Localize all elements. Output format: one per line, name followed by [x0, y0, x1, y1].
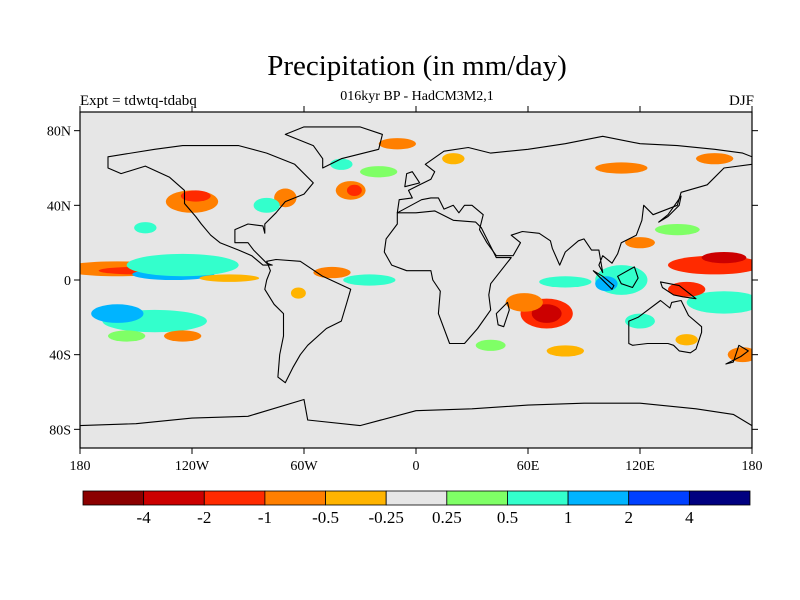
experiment-label: Expt = tdwtq-tdabq [80, 93, 197, 109]
precip-anomaly-25 [505, 293, 543, 312]
coastline-3 [383, 210, 512, 345]
lon-tick-label-5: 120E [625, 459, 655, 474]
precip-anomaly-9 [253, 197, 280, 213]
lon-tick-label-1: 120W [175, 459, 210, 474]
colorbar-swatch-8 [567, 490, 630, 506]
map-title: Precipitation (in mm/day) [267, 50, 567, 82]
coastline-8 [617, 266, 639, 289]
colorbar-swatch-6 [446, 490, 508, 506]
colorbar-swatch-1 [143, 490, 205, 506]
lon-tick-label-0: 180 [70, 459, 91, 474]
precip-anomaly-16 [313, 266, 351, 279]
coastline-12 [404, 171, 421, 188]
coastline-7 [592, 270, 615, 290]
precip-anomaly-18 [290, 287, 306, 299]
precip-anomaly-3 [126, 253, 239, 277]
precip-anomaly-30 [701, 252, 747, 264]
coastline-2 [284, 126, 383, 169]
precip-anomaly-4 [199, 274, 260, 282]
lat-tick-label-2: 0 [64, 274, 71, 289]
colorbar-label-2: -1 [258, 508, 272, 527]
colorbar-swatch-2 [203, 490, 266, 506]
colorbar-swatch-0 [82, 490, 145, 506]
precip-anomaly-21 [164, 330, 202, 342]
colorbar-label-6: 0.5 [497, 508, 518, 527]
precip-anomaly-22 [108, 330, 146, 342]
precip-anomaly-13 [378, 138, 417, 150]
precip-anomaly-11 [346, 184, 362, 196]
lon-tick-label-6: 180 [742, 459, 763, 474]
precip-anomaly-26 [539, 276, 592, 288]
colorbar-label-8: 2 [624, 508, 633, 527]
precip-anomaly-33 [625, 313, 655, 329]
precip-anomaly-24 [531, 304, 562, 323]
lon-tick-label-4: 60E [517, 459, 540, 474]
precip-anomaly-31 [686, 291, 752, 314]
coastline-1 [264, 258, 352, 384]
colorbar-swatch-10 [688, 490, 751, 506]
precip-anomaly-12 [330, 158, 353, 170]
precip-anomaly-39 [546, 345, 584, 357]
colorbar-label-7: 1 [564, 508, 573, 527]
precip-anomaly-40 [595, 162, 648, 174]
colorbar-swatch-7 [507, 490, 569, 506]
precip-anomaly-20 [91, 304, 144, 323]
precip-anomaly-38 [475, 339, 506, 351]
coastline-6 [80, 398, 752, 448]
lat-tick-label-0: 80N [47, 125, 71, 140]
coastline-13 [725, 344, 749, 365]
precip-anomaly-35 [654, 224, 700, 236]
precip-anomaly-17 [343, 274, 396, 286]
colorbar-label-4: -0.25 [368, 508, 403, 527]
precip-anomaly-36 [727, 347, 752, 363]
colorbar-label-5: 0.25 [432, 508, 462, 527]
coastline-10 [495, 301, 510, 328]
precip-anomaly-41 [696, 153, 734, 165]
coastline-11 [658, 195, 682, 223]
precip-anomaly-7 [134, 222, 157, 234]
coastline-4 [396, 135, 752, 274]
colorbar-swatch-3 [264, 490, 326, 506]
season-label: DJF [728, 93, 754, 109]
colorbar-label-1: -2 [197, 508, 211, 527]
map-background [80, 112, 752, 448]
precip-anomaly-8 [274, 188, 297, 208]
colorbar-label-0: -4 [137, 508, 152, 527]
lon-tick-label-3: 0 [413, 459, 420, 474]
precip-anomaly-34 [625, 237, 655, 249]
colorbar-swatch-5 [385, 490, 448, 506]
coastline-9 [659, 281, 697, 300]
coastline-0 [107, 145, 314, 266]
colorbar-label-3: -0.5 [312, 508, 339, 527]
lat-tick-label-1: 40N [47, 199, 71, 214]
precip-anomaly-6 [180, 190, 211, 202]
lon-tick-label-2: 60W [290, 459, 318, 474]
precip-anomaly-14 [442, 153, 465, 165]
lat-tick-label-4: 80S [49, 423, 71, 438]
colorbar-swatch-4 [325, 490, 387, 506]
colorbar-label-9: 4 [685, 508, 694, 527]
coastline-5 [628, 299, 703, 354]
map-subtitle: 016kyr BP - HadCM3M2,1 [340, 89, 494, 104]
precip-anomaly-37 [675, 334, 698, 346]
lat-tick-label-3: 40S [49, 349, 71, 364]
colorbar-swatch-9 [628, 490, 690, 506]
precip-anomaly-15 [360, 166, 398, 178]
